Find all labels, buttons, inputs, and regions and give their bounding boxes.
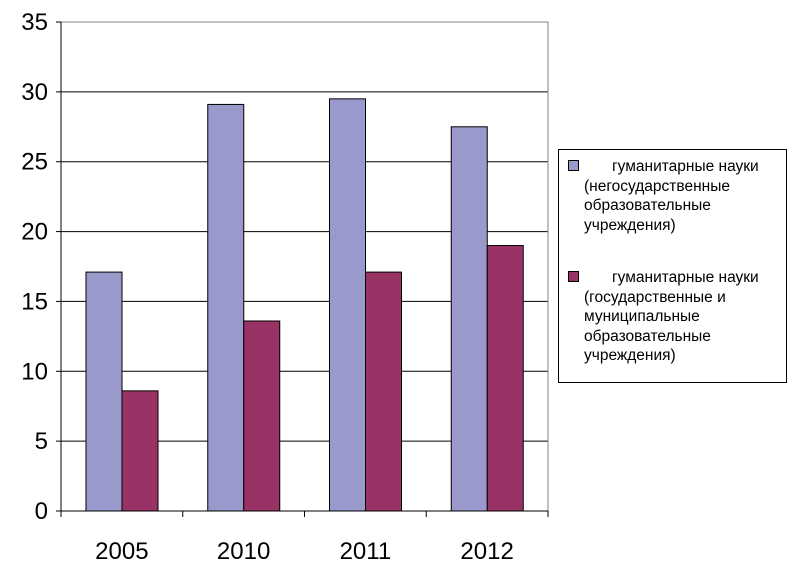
bar-series-2-2005 [121,390,159,512]
legend-swatch-series-2 [568,271,579,282]
y-tick-label: 20 [21,219,48,246]
bar-series-1-2005 [85,271,123,512]
x-axis-ticks: 2005 2010 2011 2012 [60,511,549,561]
bar-series-2-2012 [486,245,524,512]
bar-series-1-2011 [329,98,366,512]
y-tick-label: 30 [21,79,48,106]
bar-series-1-2012 [450,126,488,512]
legend-item-series-2: гуманитарные науки (государственные и му… [568,268,784,366]
legend-label-series-2: гуманитарные науки (государственные и му… [584,269,759,364]
legend: гуманитарные науки (негосударственные об… [558,149,787,383]
y-tick-label: 0 [35,498,48,525]
bar-series-2-2010 [243,320,281,512]
x-tick-label: 2005 [95,538,148,561]
legend-label-series-1: гуманитарные науки (негосударственные об… [584,158,759,234]
x-tick-label: 2011 [340,538,392,561]
bar-series-1-2010 [207,103,245,512]
y-tick-label: 5 [35,428,48,455]
y-tick-label: 35 [21,9,48,36]
bar-series-2-2011 [365,271,402,512]
legend-item-series-1: гуманитарные науки (негосударственные об… [568,157,784,235]
y-axis-ticks: 0 5 10 15 20 25 30 35 [21,9,61,525]
x-tick-label: 2012 [460,538,513,561]
y-tick-label: 25 [21,149,48,176]
legend-swatch-series-1 [568,160,579,171]
x-tick-label: 2010 [217,538,270,561]
bars [85,98,524,512]
y-tick-label: 15 [21,288,48,315]
y-tick-label: 10 [21,358,48,385]
